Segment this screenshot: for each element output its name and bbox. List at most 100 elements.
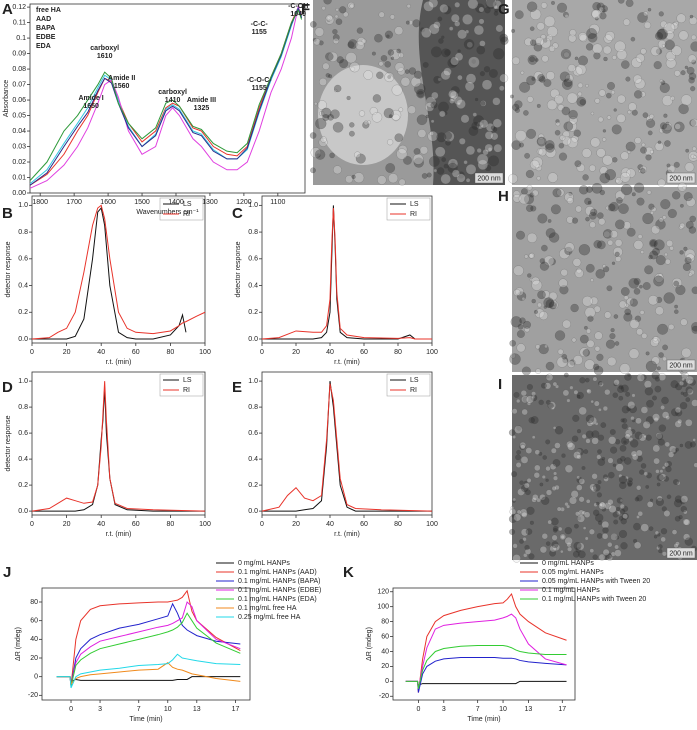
particle	[595, 269, 606, 279]
particle	[591, 437, 599, 445]
particle	[658, 473, 667, 482]
particle	[663, 22, 676, 34]
legend-label: LS	[183, 201, 192, 208]
particle	[529, 56, 535, 63]
particle	[651, 225, 661, 235]
particle	[568, 191, 573, 196]
particle	[657, 178, 666, 187]
particle	[398, 178, 406, 186]
particle	[582, 295, 593, 307]
particle	[355, 153, 366, 164]
legend-label: 0 mg/mL HANPs	[238, 560, 290, 567]
particle	[569, 359, 576, 366]
particle	[552, 458, 561, 467]
particle	[534, 464, 541, 472]
particle	[371, 112, 383, 123]
particle	[499, 33, 509, 43]
x-tick-label: 40	[97, 521, 105, 528]
particle	[566, 440, 574, 448]
particle	[422, 61, 429, 68]
particle	[676, 418, 683, 425]
particle	[602, 527, 609, 534]
particle	[310, 167, 316, 174]
particle	[663, 476, 670, 482]
particle	[579, 347, 590, 358]
series-line	[56, 653, 241, 689]
x-axis-label: r.t. (min)	[334, 359, 360, 366]
particle	[577, 514, 586, 523]
particle	[348, 130, 355, 137]
particle	[509, 508, 517, 516]
particle	[443, 130, 455, 142]
particle	[332, 37, 340, 45]
y-tick-label: 100	[377, 604, 389, 611]
x-tick-label: 80	[167, 521, 175, 528]
particle	[642, 420, 651, 429]
particle	[607, 239, 614, 246]
particle	[524, 152, 530, 159]
panel-letter: C	[232, 205, 243, 222]
particle	[633, 277, 641, 285]
particle	[607, 356, 617, 367]
y-tick-label: 0.00	[12, 190, 26, 197]
particle	[674, 406, 682, 414]
particle	[443, 67, 452, 77]
particle	[394, 62, 405, 72]
particle	[616, 197, 623, 204]
series-line	[56, 612, 241, 687]
particle	[527, 54, 538, 65]
particle	[573, 355, 583, 365]
particle	[449, 57, 459, 67]
series-line	[56, 676, 241, 683]
particle	[617, 385, 625, 394]
particle	[366, 120, 371, 125]
particle	[636, 494, 643, 502]
particle	[519, 508, 528, 517]
particle	[636, 328, 644, 336]
particle	[622, 418, 628, 424]
particle	[510, 353, 516, 359]
particle	[679, 380, 685, 386]
particle	[685, 148, 690, 153]
particle	[530, 39, 537, 46]
particle	[609, 429, 616, 436]
particle	[611, 55, 617, 60]
particle	[579, 334, 589, 344]
particle	[545, 228, 556, 238]
annotation-value: 1410	[165, 97, 181, 104]
particle	[524, 194, 535, 205]
particle	[534, 309, 539, 314]
particle	[455, 99, 466, 109]
particle	[679, 222, 686, 229]
particle	[443, 163, 449, 169]
particle	[544, 382, 552, 390]
series-line	[56, 602, 241, 687]
particle	[604, 389, 611, 396]
particle	[649, 149, 654, 154]
particle	[678, 514, 683, 520]
particle	[578, 55, 589, 66]
particle	[623, 312, 633, 322]
particle	[584, 307, 596, 319]
particle	[680, 318, 688, 326]
particle	[564, 246, 573, 256]
particle	[589, 483, 597, 491]
particle	[658, 217, 664, 223]
particle	[645, 118, 656, 128]
particle	[692, 438, 696, 442]
particle	[664, 462, 670, 468]
particle	[655, 219, 666, 230]
particle	[654, 376, 661, 382]
series-line	[29, 7, 303, 186]
particle	[581, 510, 586, 515]
particle	[575, 547, 582, 553]
particle	[626, 406, 632, 412]
particle	[525, 489, 531, 496]
x-tick-label: 1200	[236, 199, 252, 206]
panel-letter: K	[343, 564, 354, 581]
particle	[612, 392, 619, 399]
particle	[684, 256, 692, 264]
particle	[607, 499, 614, 506]
particle	[682, 391, 688, 397]
particle	[571, 337, 577, 343]
